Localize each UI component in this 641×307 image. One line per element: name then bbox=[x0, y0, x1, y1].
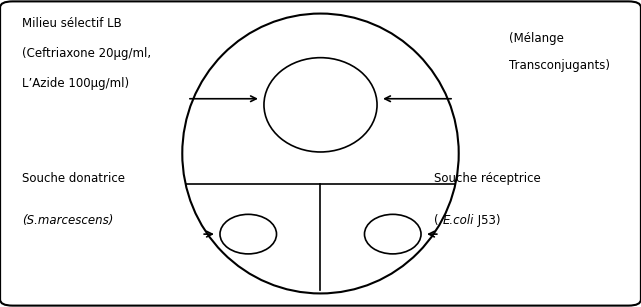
Text: Transconjugants): Transconjugants) bbox=[509, 59, 610, 72]
Text: Souche donatrice: Souche donatrice bbox=[22, 172, 125, 185]
Text: J53): J53) bbox=[474, 214, 501, 227]
Text: Milieu sélectif LB: Milieu sélectif LB bbox=[22, 17, 122, 29]
Text: L’Azide 100μg/ml): L’Azide 100μg/ml) bbox=[22, 77, 129, 91]
Text: Souche réceptrice: Souche réceptrice bbox=[433, 172, 540, 185]
Text: (Ceftriaxone 20μg/ml,: (Ceftriaxone 20μg/ml, bbox=[22, 47, 151, 60]
Text: (: ( bbox=[433, 214, 438, 227]
Text: E.coli: E.coli bbox=[443, 214, 474, 227]
Text: (S.marcescens): (S.marcescens) bbox=[22, 214, 113, 227]
Text: (Mélange: (Mélange bbox=[509, 32, 564, 45]
